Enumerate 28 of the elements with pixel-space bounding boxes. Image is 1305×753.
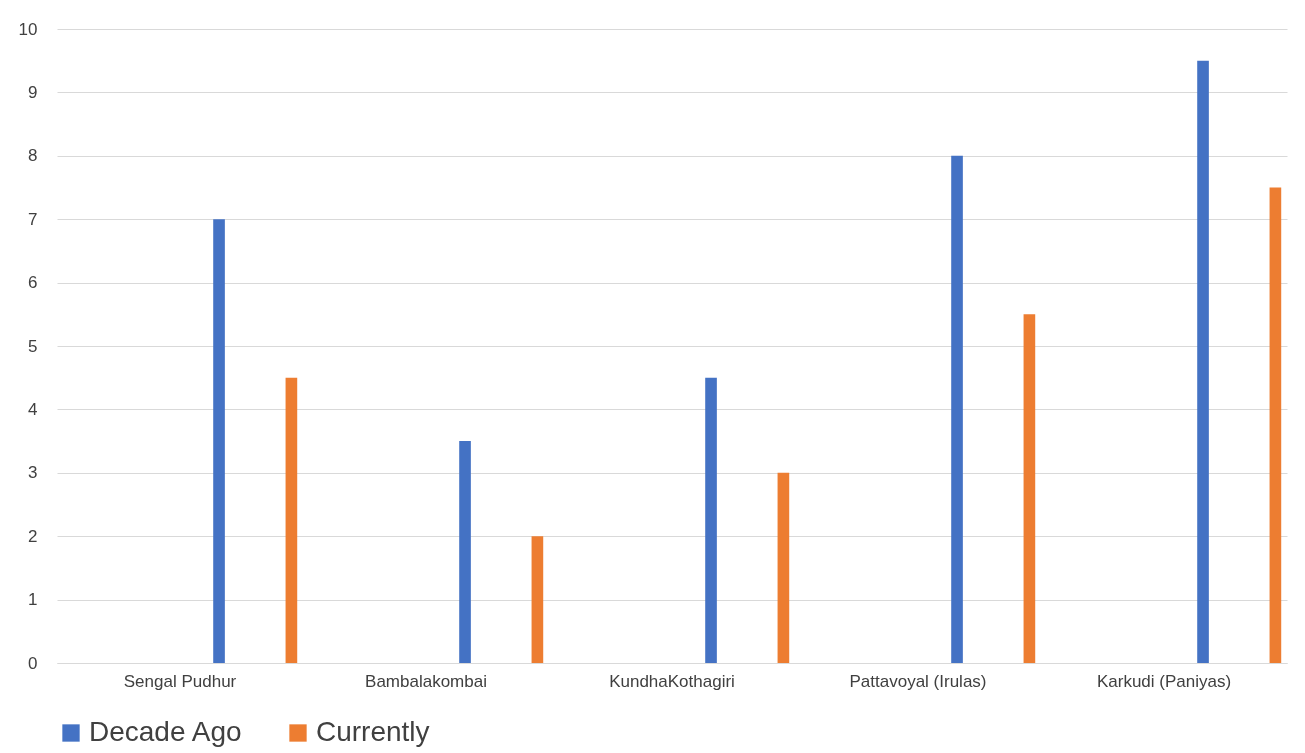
bar xyxy=(531,536,544,663)
bar xyxy=(705,377,717,663)
y-tick-label: 8 xyxy=(28,146,38,166)
x-tick-label: Pattavoyal (Irulas) xyxy=(849,671,987,691)
x-tick-label: KundhaKothagiri xyxy=(609,671,735,691)
bar xyxy=(1023,314,1036,663)
x-tick-label: Sengal Pudhur xyxy=(123,671,237,691)
bar xyxy=(1197,60,1209,663)
legend-label: Currently xyxy=(316,716,430,747)
legend-label: Decade Ago xyxy=(89,716,242,747)
y-tick-label: 1 xyxy=(28,590,38,610)
bar xyxy=(777,472,790,663)
x-tick-label: Bambalakombai xyxy=(365,671,487,691)
y-tick-label: 6 xyxy=(28,273,38,293)
y-tick-label: 5 xyxy=(28,336,38,356)
bar xyxy=(1269,187,1282,663)
y-tick-label: 10 xyxy=(18,19,38,39)
y-tick-label: 4 xyxy=(28,399,38,419)
y-tick-label: 7 xyxy=(28,209,38,229)
bar xyxy=(459,441,471,663)
bar xyxy=(951,155,963,663)
y-tick-label: 0 xyxy=(28,653,38,673)
x-tick-label: Karkudi (Paniyas) xyxy=(1096,671,1232,691)
y-tick-label: 9 xyxy=(28,82,38,102)
bar xyxy=(285,377,298,663)
y-tick-label: 3 xyxy=(28,463,38,483)
y-tick-label: 2 xyxy=(28,526,38,546)
bar xyxy=(213,219,225,663)
